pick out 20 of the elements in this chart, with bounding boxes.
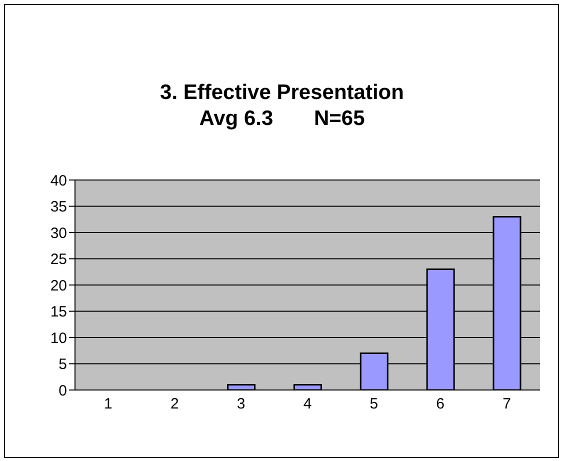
x-tick-label: 7	[502, 396, 511, 413]
y-tick-label: 10	[50, 330, 67, 347]
x-tick-label: 2	[170, 396, 179, 413]
y-tick-label: 20	[50, 277, 67, 294]
x-tick-label: 3	[236, 396, 246, 413]
x-tick-label: 1	[104, 396, 112, 413]
y-tick-label: 35	[50, 198, 67, 216]
chart-title: 3. Effective Presentation	[159, 80, 405, 106]
y-tick-label: 15	[50, 304, 67, 321]
y-tick-label: 0	[58, 382, 67, 400]
y-tick-label: 30	[50, 224, 67, 242]
x-tick-label: 4	[303, 396, 312, 413]
y-tick-label: 25	[50, 251, 67, 268]
bar	[227, 384, 256, 390]
y-tick-label: 40	[50, 172, 67, 190]
x-tick-label: 5	[370, 396, 378, 413]
y-tick-label: 5	[58, 356, 67, 374]
chart-subtitle: Avg 6.3 N=65	[198, 106, 366, 132]
bar	[293, 384, 322, 390]
x-tick-label: 6	[436, 396, 445, 413]
